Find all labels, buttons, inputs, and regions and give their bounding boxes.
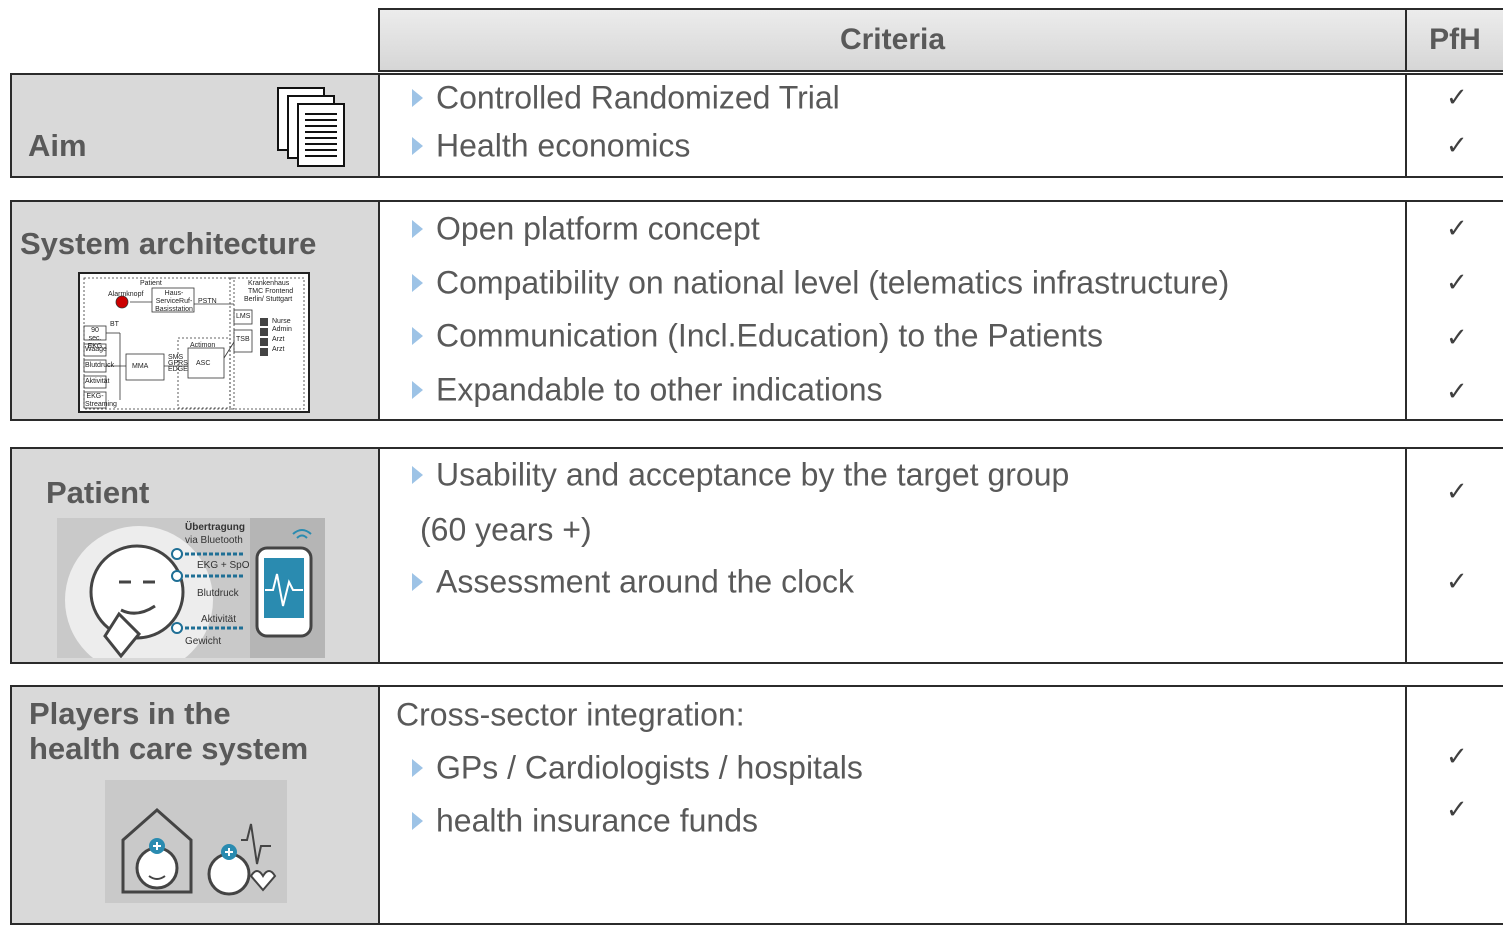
diagram-label: SMS [168,354,184,361]
bullet [412,327,423,345]
bullet [412,573,423,591]
criteria-text: Controlled Randomized Trial [436,79,840,116]
check-mark: ✓ [1446,131,1468,161]
row-label: Patient [46,475,150,510]
row-label: Players in the [29,696,231,731]
diagram-label: TMC Frontend [248,288,294,295]
header-pfh: PfH [1405,8,1503,72]
diagram-label: EDGE [168,366,188,373]
criteria-text: (60 years +) [420,511,592,548]
image-label: via Bluetooth [185,535,243,546]
image-label: Übertragung [185,522,245,533]
check-cell [1405,73,1503,178]
check-mark: ✓ [1446,477,1468,507]
check-mark: ✓ [1446,742,1468,772]
bullet [412,812,423,830]
diagram-label: Arzt [272,346,285,353]
diagram-label: Waage [85,346,107,353]
diagram-label: ASC [196,360,211,367]
row-label: System architecture [20,226,317,261]
check-cell [1405,200,1503,421]
diagram-label: Blutdruck [85,362,115,369]
patient-graphics [65,518,325,658]
header-text: PfH [1429,23,1481,56]
criteria-text: health insurance funds [436,802,758,839]
criteria-text: Assessment around the clock [436,563,854,600]
check-mark: ✓ [1446,377,1468,407]
diagram-label: MMA [132,363,149,370]
check-mark: ✓ [1446,268,1468,298]
image-label: Aktivität [201,614,237,625]
check-mark: ✓ [1446,323,1468,353]
diagram-label: Krankenhaus [248,280,290,287]
header-text: Criteria [839,23,946,56]
patient-image: Übertragung via Bluetooth EKG + SpO Blutdru… [57,518,325,658]
diagram-label: BT [110,321,119,328]
check-mark: ✓ [1446,795,1468,825]
document-icon [277,87,345,167]
check-mark: ✓ [1446,567,1468,597]
row-label: health care system [29,731,309,766]
criteria-text: Usability and acceptance by the target g… [436,456,1070,493]
criteria-text: Health economics [436,127,691,164]
criteria-text: Communication (Incl.Education) to the Pa… [436,317,1103,354]
diagram-label: Haus-ServiceRuf-Basisstation [155,290,193,313]
diagram-label: GPRS [168,360,188,367]
bullet [412,274,423,292]
bullet [412,381,423,399]
criteria-text: Expandable to other indications [436,371,883,408]
diagram-label: 90 sec. EKG [87,327,103,350]
diagram-label: Arzt [272,336,285,343]
image-label: Gewicht [185,636,222,647]
bullet [412,220,423,238]
diagram-label: Nurse [272,318,291,325]
system-diagram: Patient Alarmknopf Haus-ServiceRuf-Basisst… [78,272,310,413]
diagram-label: PSTN [198,298,217,305]
header-criteria: Criteria [378,8,1407,72]
diagram-label: Aktivität [85,378,110,385]
diagram-label: EKG-Streaming [85,393,117,408]
diagram-lines [83,277,305,410]
diagram-label: Patient [140,280,162,287]
bullet [412,466,423,484]
players-image [105,780,287,903]
bullet [412,89,423,107]
criteria-text: Compatibility on national level (telemat… [436,264,1230,301]
criteria-text: Open platform concept [436,210,760,247]
diagram-label: TSB [236,336,250,343]
row-label: Aim [28,128,87,163]
image-label: EKG + SpO [197,560,250,571]
diagram-label: Actimon [190,342,216,349]
check-mark: ✓ [1446,83,1468,113]
bullet [412,137,423,155]
diagram-label: LMS [236,313,251,320]
diagram-label: Alarmknopf [108,291,144,298]
criteria-text: GPs / Cardiologists / hospitals [436,749,863,786]
check-mark: ✓ [1446,214,1468,244]
bullet [412,759,423,777]
diagram-label: Admin [272,326,292,333]
image-label: Blutdruck [197,588,239,599]
check-cell [1405,447,1503,664]
intro-text: Cross-sector integration: [396,696,745,733]
diagram-label: Berlin/ Stuttgart [244,296,293,303]
